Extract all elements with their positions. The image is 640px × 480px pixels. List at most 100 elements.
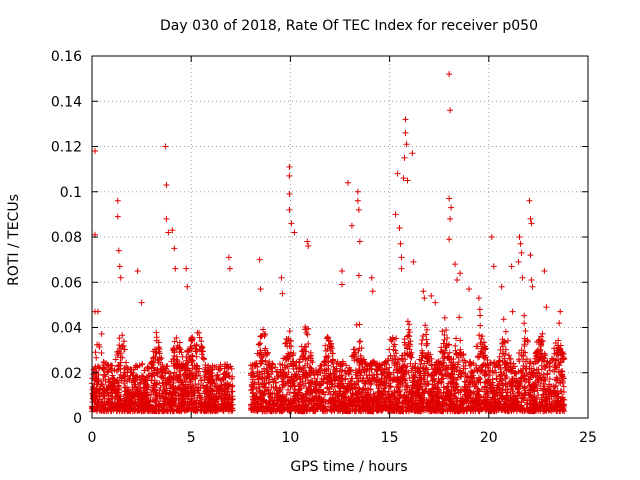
data-point (102, 377, 109, 384)
data-point (94, 403, 101, 410)
data-point (101, 407, 108, 414)
data-point (127, 398, 134, 405)
data-point (160, 407, 167, 414)
data-point (198, 404, 205, 411)
data-point (156, 402, 163, 409)
data-point (96, 341, 103, 348)
data-point (203, 388, 210, 395)
data-point (188, 391, 195, 398)
data-point (140, 393, 147, 400)
data-point (149, 408, 156, 415)
data-point (209, 362, 216, 369)
x-tick-label: 5 (187, 430, 196, 446)
data-point (152, 353, 159, 360)
data-point (222, 396, 229, 403)
data-points (89, 71, 568, 415)
data-point (109, 385, 116, 392)
y-tick-label: 0.14 (51, 94, 82, 110)
data-point (214, 373, 221, 380)
data-point (116, 335, 123, 342)
data-point (193, 348, 200, 355)
y-tick-label: 0.02 (51, 366, 82, 382)
data-point (111, 380, 118, 387)
data-point (173, 334, 180, 341)
data-point (183, 375, 190, 382)
data-point (175, 361, 182, 368)
data-point (162, 395, 169, 402)
data-point (119, 354, 126, 361)
y-tick-label: 0.06 (51, 275, 82, 291)
x-tick-label: 15 (381, 430, 399, 446)
data-point (128, 379, 135, 386)
data-point (103, 385, 110, 392)
data-point (213, 383, 220, 390)
data-point (170, 355, 177, 362)
data-point (116, 399, 123, 406)
data-point (176, 371, 183, 378)
data-point (210, 399, 217, 406)
data-point (201, 366, 208, 373)
data-point (114, 407, 121, 414)
data-point (188, 336, 195, 343)
data-point (205, 379, 211, 386)
data-point (142, 401, 149, 408)
data-point (92, 375, 99, 382)
data-point (226, 394, 233, 401)
data-point (195, 329, 202, 336)
data-point (139, 361, 146, 368)
data-point (224, 361, 231, 368)
y-axis-label: ROTI / TECUs (6, 194, 22, 286)
data-point (217, 365, 224, 372)
data-point (145, 398, 152, 405)
chart-title: Day 030 of 2018, Rate Of TEC Index for r… (160, 18, 538, 34)
data-point (109, 374, 116, 381)
data-point (175, 397, 182, 404)
data-point (197, 372, 204, 379)
data-point (139, 392, 146, 399)
data-point (453, 335, 460, 342)
y-tick-label: 0.08 (51, 230, 82, 246)
data-point (175, 407, 182, 414)
x-tick-label: 0 (88, 430, 97, 446)
data-point (134, 406, 141, 413)
data-point (115, 363, 122, 370)
data-point (166, 375, 173, 382)
data-point (121, 384, 128, 391)
data-point (322, 342, 329, 349)
data-point (229, 401, 236, 408)
data-point (112, 387, 119, 394)
data-point (187, 353, 194, 360)
data-point (107, 389, 114, 396)
data-point (201, 388, 208, 395)
data-point (109, 400, 116, 407)
data-point (165, 377, 172, 384)
data-point (178, 406, 185, 413)
data-point (165, 400, 172, 407)
data-point (135, 401, 142, 408)
data-point (153, 403, 160, 410)
data-point (209, 394, 216, 401)
data-point (130, 372, 137, 379)
data-point (137, 376, 144, 383)
data-point (228, 388, 235, 395)
data-point (92, 406, 99, 413)
data-point (207, 380, 214, 387)
data-point (132, 364, 139, 371)
data-point (224, 383, 231, 390)
data-point (113, 403, 120, 410)
data-point (173, 353, 180, 360)
data-point (156, 380, 163, 387)
data-point (194, 363, 201, 370)
data-point (166, 390, 173, 397)
y-tick-label: 0.16 (51, 49, 82, 65)
data-point (367, 386, 374, 393)
data-point (128, 389, 135, 396)
data-point (174, 377, 181, 384)
data-point (203, 371, 210, 378)
data-point (184, 359, 191, 366)
data-point (131, 378, 138, 385)
data-point (228, 375, 235, 382)
data-point (151, 380, 158, 387)
data-point (176, 348, 183, 355)
data-point (221, 387, 228, 394)
